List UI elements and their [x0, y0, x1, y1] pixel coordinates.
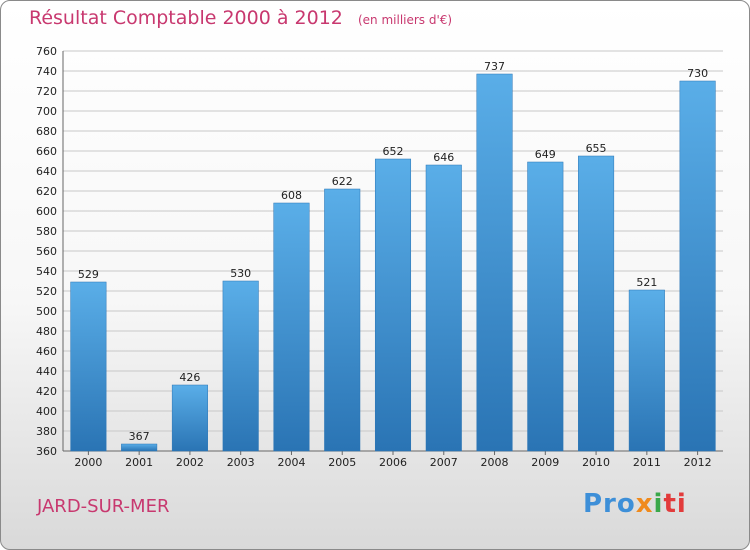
bar-2008 — [476, 73, 513, 452]
value-label-2009: 649 — [535, 148, 556, 161]
x-tick-label-2009: 2009 — [531, 456, 559, 469]
y-tick-label: 560 — [36, 245, 57, 258]
x-tick-label-2001: 2001 — [125, 456, 153, 469]
proxiti-logo: Proxiti — [583, 489, 687, 519]
y-tick-label: 680 — [36, 125, 57, 138]
bar-2009 — [527, 161, 564, 452]
x-tick-label-2011: 2011 — [633, 456, 661, 469]
bar-2010 — [578, 155, 615, 452]
value-label-2000: 529 — [78, 268, 99, 281]
chart-title: Résultat Comptable 2000 à 2012 — [29, 7, 343, 29]
y-tick-label: 420 — [36, 385, 57, 398]
bar-2000 — [70, 281, 107, 452]
bar-2011 — [628, 289, 665, 452]
logo-part-3: i — [653, 489, 664, 519]
y-tick-label: 740 — [36, 65, 57, 78]
chart-subtitle: (en milliers d'€) — [357, 13, 453, 27]
logo-part-1: Pro — [583, 489, 636, 519]
y-tick-label: 460 — [36, 345, 57, 358]
value-label-2010: 655 — [586, 142, 607, 155]
value-label-2003: 530 — [230, 267, 251, 280]
value-label-2002: 426 — [179, 371, 200, 384]
x-tick-label-2006: 2006 — [379, 456, 407, 469]
x-tick-label-2012: 2012 — [684, 456, 712, 469]
y-tick-label: 640 — [36, 165, 57, 178]
place-name: JARD-SUR-MER — [37, 496, 170, 517]
y-tick-label: 580 — [36, 225, 57, 238]
y-tick-label: 380 — [36, 425, 57, 438]
bar-2012 — [679, 80, 716, 452]
value-label-2006: 652 — [383, 145, 404, 158]
logo-part-2: x — [635, 489, 654, 519]
y-tick-label: 600 — [36, 205, 57, 218]
value-label-2008: 737 — [484, 60, 505, 73]
value-label-2001: 367 — [129, 430, 150, 443]
value-label-2005: 622 — [332, 175, 353, 188]
bar-2001 — [121, 443, 158, 452]
bar-2003 — [222, 280, 259, 452]
y-tick-label: 360 — [36, 445, 57, 458]
y-tick-label: 440 — [36, 365, 57, 378]
bar-2002 — [171, 384, 208, 452]
value-label-2004: 608 — [281, 189, 302, 202]
y-tick-label: 620 — [36, 185, 57, 198]
bar-2007 — [425, 164, 462, 452]
value-label-2011: 521 — [636, 276, 657, 289]
bar-2005 — [324, 188, 361, 452]
x-tick-label-2008: 2008 — [481, 456, 509, 469]
x-tick-label-2007: 2007 — [430, 456, 458, 469]
y-tick-label: 540 — [36, 265, 57, 278]
value-label-2007: 646 — [433, 151, 454, 164]
logo-part-4: ti — [663, 489, 687, 519]
bar-2004 — [273, 202, 310, 452]
value-label-2012: 730 — [687, 67, 708, 80]
bar-2006 — [374, 158, 412, 452]
y-tick-label: 480 — [36, 325, 57, 338]
x-tick-label-2000: 2000 — [74, 456, 102, 469]
y-tick-label: 660 — [36, 145, 57, 158]
y-tick-label: 700 — [36, 105, 57, 118]
x-tick-label-2002: 2002 — [176, 456, 204, 469]
y-tick-label: 520 — [36, 285, 57, 298]
y-tick-label: 400 — [36, 405, 57, 418]
x-tick-label-2003: 2003 — [227, 456, 255, 469]
y-tick-label: 760 — [36, 45, 57, 58]
y-tick-label: 720 — [36, 85, 57, 98]
x-tick-label-2004: 2004 — [277, 456, 305, 469]
chart-header: Résultat Comptable 2000 à 2012 (en milli… — [29, 7, 452, 29]
x-tick-label-2005: 2005 — [328, 456, 356, 469]
y-tick-label: 500 — [36, 305, 57, 318]
x-tick-label-2010: 2010 — [582, 456, 610, 469]
